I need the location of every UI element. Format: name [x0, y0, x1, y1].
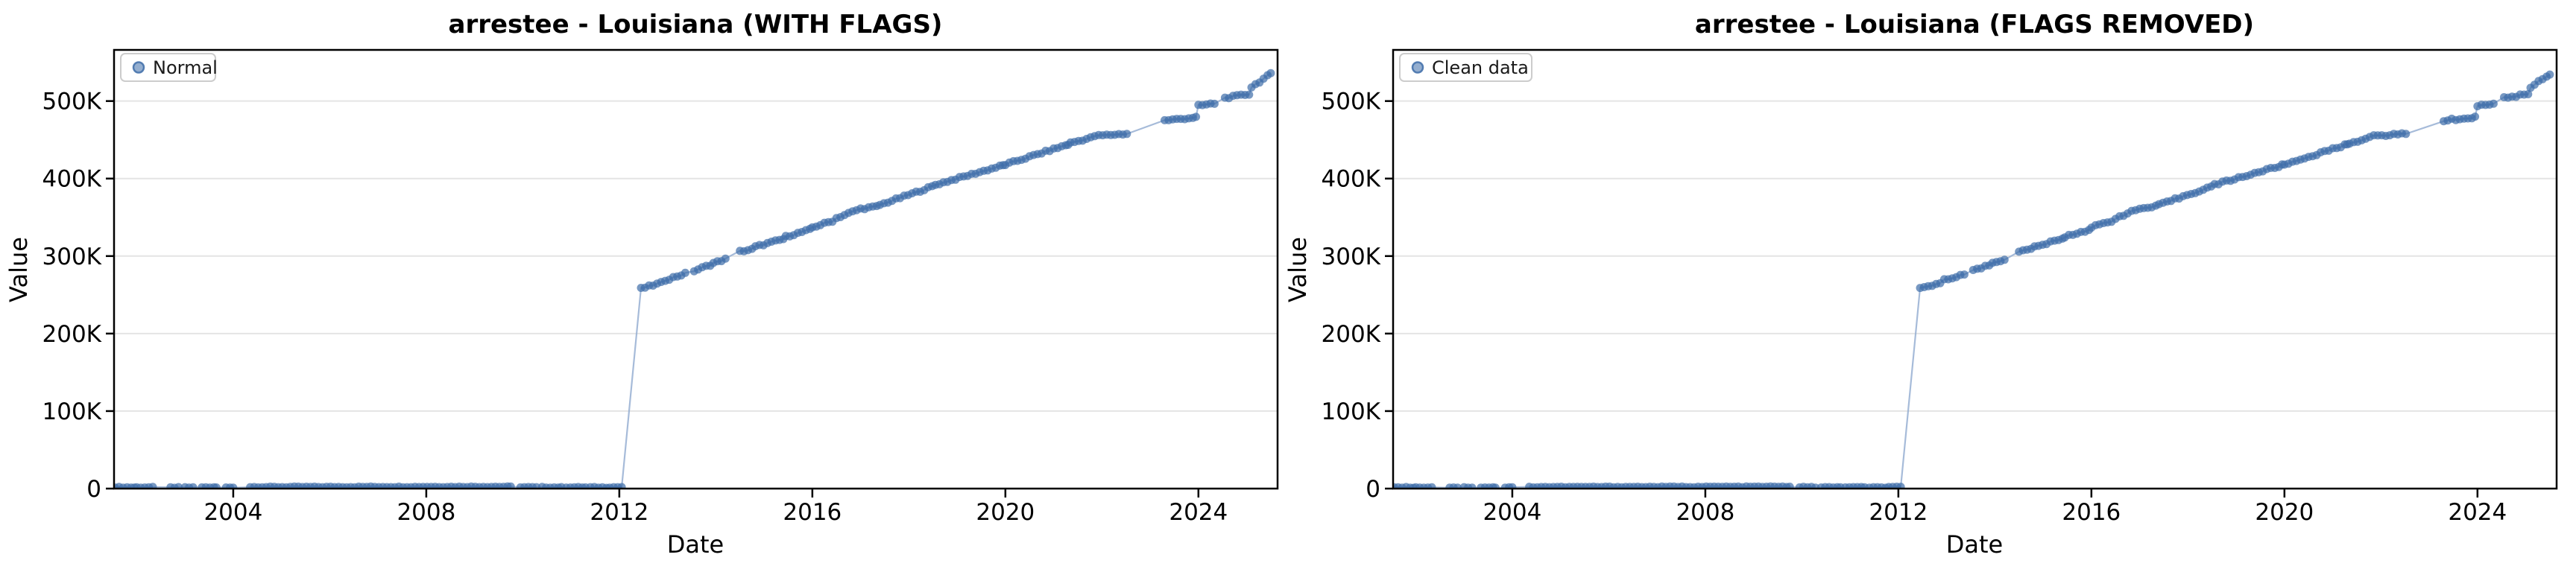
x-tick-label: 2012	[1869, 499, 1928, 526]
y-tick-label: 500K	[42, 89, 102, 115]
data-point	[1266, 69, 1275, 77]
legend-label: Normal	[153, 57, 218, 78]
data-point	[2489, 99, 2498, 108]
data-point	[2000, 255, 2009, 264]
x-tick-label: 2012	[590, 499, 648, 526]
y-axis-label-left: Value	[4, 237, 33, 302]
data-point	[506, 482, 515, 489]
data-point	[1453, 483, 1462, 489]
data-point	[2545, 70, 2554, 79]
y-tick-label: 200K	[1322, 321, 1381, 348]
data-point	[2402, 130, 2411, 139]
x-axis-label-left: Date	[667, 530, 724, 559]
data-point	[212, 483, 221, 489]
chart-title-right: arrestee - Louisiana (FLAGS REMOVED)	[1695, 10, 2254, 39]
data-point	[1468, 483, 1477, 489]
chart-with-flags: 2004 2008 2012 2016 2020 2024 0 100K 200K 300K 400…	[42, 48, 1279, 526]
x-tick-label: 2016	[2062, 499, 2121, 526]
y-tick-label: 0	[86, 476, 101, 503]
legend-marker-icon	[132, 61, 145, 74]
data-point	[721, 254, 730, 263]
y-tick-label: 500K	[1322, 89, 1381, 115]
legend: Normal	[120, 53, 218, 82]
data-series	[1393, 70, 2554, 489]
x-tick-label: 2024	[2448, 499, 2507, 526]
y-tick-label: 400K	[42, 166, 102, 193]
legend-box	[1399, 53, 1532, 82]
data-point	[1123, 130, 1131, 139]
y-tick-label: 400K	[1322, 166, 1381, 193]
x-tick-label: 2008	[1676, 499, 1734, 526]
data-point	[1960, 270, 1969, 279]
data-series	[114, 69, 1275, 489]
data-point	[1192, 112, 1201, 121]
x-tick-label: 2008	[397, 499, 455, 526]
y-tick-label: 0	[1366, 476, 1380, 503]
data-point	[189, 483, 198, 489]
y-tick-label: 200K	[42, 321, 102, 348]
data-point	[148, 483, 157, 489]
data-point	[2471, 112, 2480, 121]
data-point	[1210, 99, 1219, 108]
legend-box	[120, 53, 216, 82]
legend-label: Clean data	[1432, 57, 1529, 78]
data-point	[1896, 483, 1905, 489]
y-tick-label: 100K	[42, 398, 102, 425]
x-tick-label: 2004	[203, 499, 262, 526]
data-point	[2524, 90, 2533, 98]
data-point	[1785, 483, 1794, 489]
x-tick-label: 2024	[1169, 499, 1228, 526]
x-tick-label: 2020	[2255, 499, 2314, 526]
chart-flags-removed: 2004 2008 2012 2016 2020 2024 0 100K 200K 300K 400…	[1322, 48, 2558, 526]
x-axis-label-right: Date	[1946, 530, 2003, 559]
legend-marker-icon	[1411, 61, 1424, 74]
data-point	[229, 483, 238, 489]
y-tick-label: 300K	[1322, 244, 1381, 270]
data-point	[1427, 483, 1436, 489]
y-tick-label: 300K	[42, 244, 102, 270]
legend: Clean data	[1399, 53, 1532, 82]
x-tick-label: 2016	[783, 499, 842, 526]
data-point	[1491, 483, 1500, 489]
y-axis-label-right: Value	[1284, 237, 1312, 302]
data-point	[617, 483, 626, 489]
data-point	[1245, 90, 1254, 99]
y-tick-label: 100K	[1322, 398, 1381, 425]
chart-title-left: arrestee - Louisiana (WITH FLAGS)	[449, 10, 943, 39]
x-tick-label: 2004	[1483, 499, 1541, 526]
plot-area	[1392, 48, 2558, 490]
data-point	[174, 483, 183, 489]
x-tick-label: 2020	[976, 499, 1035, 526]
data-point	[1508, 483, 1517, 489]
plot-area	[113, 48, 1279, 490]
data-point	[681, 268, 689, 277]
